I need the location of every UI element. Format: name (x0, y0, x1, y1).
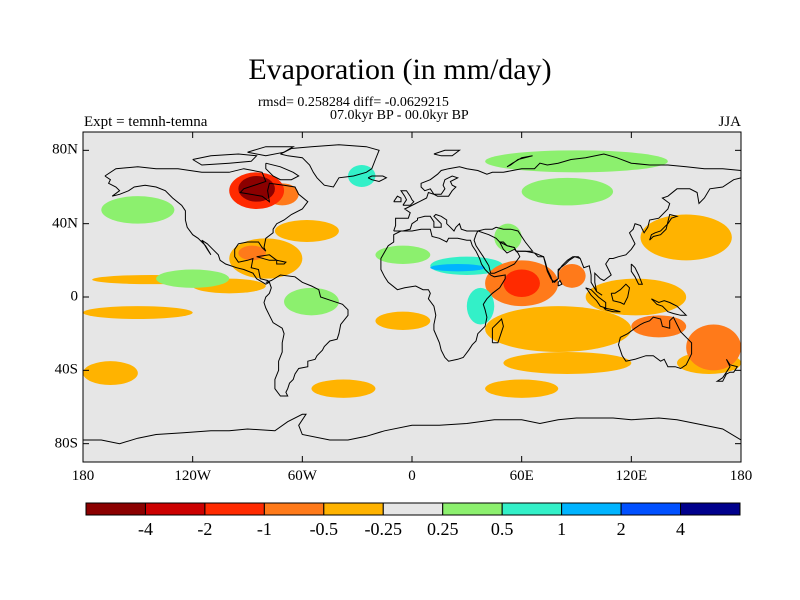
anomaly-region-s-indian-ocean-band (503, 352, 632, 374)
season-label: JJA (718, 114, 741, 130)
colorbar-swatch (382, 502, 444, 516)
coastline-sri-lanka (557, 279, 563, 287)
plot-frame (82, 131, 742, 463)
coastline-hispaniola (276, 259, 287, 265)
y-tick-label: 80S (54, 435, 78, 452)
anomaly-layer (83, 150, 741, 398)
anomaly-region-indian-ocean-s (485, 306, 632, 353)
coastline-iceland (367, 175, 388, 183)
colorbar-swatch (323, 502, 384, 516)
colorbar-swatch (85, 502, 146, 516)
colorbar-label: 2 (616, 519, 626, 539)
x-tick-label: 60E (509, 468, 534, 484)
anomaly-region-amazon (284, 287, 339, 316)
anomaly-region-bay-of-bengal (558, 264, 586, 288)
anomaly-region-arabian-sea-core (503, 269, 540, 297)
colorbar-label: -1 (256, 519, 272, 539)
colorbar-swatch (263, 502, 325, 516)
coastline-baffin (265, 162, 300, 181)
anomaly-region-n-australia (631, 315, 687, 338)
colorbar-swatch (204, 502, 265, 516)
coastline-south-america (263, 274, 349, 397)
colorbar-label: -2 (197, 519, 213, 539)
coastline-madagascar (491, 318, 504, 344)
y-tick-label: 0 (70, 288, 79, 305)
y-tick-label: 40S (54, 361, 78, 378)
anomaly-region-central-asia (521, 177, 614, 206)
coastline-india (534, 252, 581, 284)
x-tick-label: 60W (287, 468, 317, 484)
colorbar (85, 502, 741, 516)
figure-title: Evaporation (in mm/day) (248, 53, 552, 86)
x-tick-label: 180 (71, 468, 95, 484)
anomaly-region-nw-pacific (640, 214, 732, 261)
anomaly-region-s-atlantic (375, 311, 431, 331)
colorbar-label: 0.25 (426, 519, 459, 539)
anomaly-region-tropical-pacific-ne (156, 269, 230, 288)
anomaly-region-maritime-continent (585, 278, 687, 316)
colorbar-label: -0.25 (364, 519, 403, 539)
coastline-sumatra (585, 287, 607, 309)
coastline-antarctica (83, 413, 741, 445)
colorbar-label: 0.5 (490, 519, 514, 539)
anomaly-region-n-pacific (101, 196, 175, 224)
coastline-north-america (104, 166, 309, 285)
anomaly-region-caribbean-gulf (229, 238, 303, 279)
anomaly-region-s-pacific (83, 361, 138, 386)
colorbar-swatch (561, 502, 622, 516)
coastline-africa (380, 228, 506, 362)
experiment-label: Expt = temnh-temna (84, 114, 208, 130)
colorbar-swatch (620, 502, 682, 516)
coastline-java (603, 307, 621, 313)
coastline-nz (715, 359, 739, 382)
x-tick-label: 120E (615, 468, 648, 484)
coastline-japan (649, 213, 679, 241)
coastline-arctic-islands (192, 153, 258, 166)
coastline-novaya (506, 155, 533, 168)
coastline-ellesmere (247, 146, 295, 157)
colorbar-swatch (442, 502, 503, 516)
anomaly-region-w-africa (375, 245, 431, 264)
coastline-new-guinea (651, 298, 688, 316)
x-tick-label: 180 (729, 468, 753, 484)
anomaly-region-coral-sea (686, 324, 741, 371)
colorbar-swatch (680, 502, 741, 516)
period-subtitle: 07.0kyr BP - 00.0kyr BP (330, 108, 469, 123)
coastline-philippines (630, 263, 644, 285)
anomaly-region-sahel-core (430, 264, 486, 272)
anomaly-region-e-africa (466, 287, 495, 325)
anomaly-region-s-ocean-60e (485, 379, 559, 398)
anomaly-region-nw-atlantic (274, 220, 339, 242)
colorbar-label: 4 (676, 519, 686, 539)
colorbar-label: -0.5 (309, 519, 339, 539)
coastline-arabia-persia (476, 226, 534, 252)
coastline-svalbard (433, 149, 461, 157)
coastline-australia (617, 316, 693, 370)
coastline-layer (83, 144, 741, 445)
coastline-uk (400, 190, 415, 206)
colorbar-swatch (501, 502, 563, 516)
coastline-greenland (280, 144, 380, 188)
anomaly-region-arctic-eurasia (485, 150, 668, 173)
colorbar-label: -4 (137, 519, 153, 539)
x-tick-label: 120W (174, 468, 211, 484)
y-tick-label: 40N (52, 215, 78, 232)
anomaly-region-s-atlantic-midlat (311, 379, 376, 398)
x-tick-label: 0 (408, 468, 416, 484)
y-tick-label: 80N (52, 141, 78, 158)
colorbar-label: 1 (557, 519, 567, 539)
coastline-eurasia (393, 153, 741, 296)
colorbar-swatch (144, 502, 206, 516)
stats-subtitle: rmsd= 0.258284 diff= -0.0629215 (258, 95, 449, 110)
anomaly-region-s-tropical-pacific (83, 306, 193, 320)
anomaly-region-hudson-bay (238, 176, 275, 202)
coastline-borneo (610, 283, 631, 305)
coastline-ireland (393, 195, 402, 203)
